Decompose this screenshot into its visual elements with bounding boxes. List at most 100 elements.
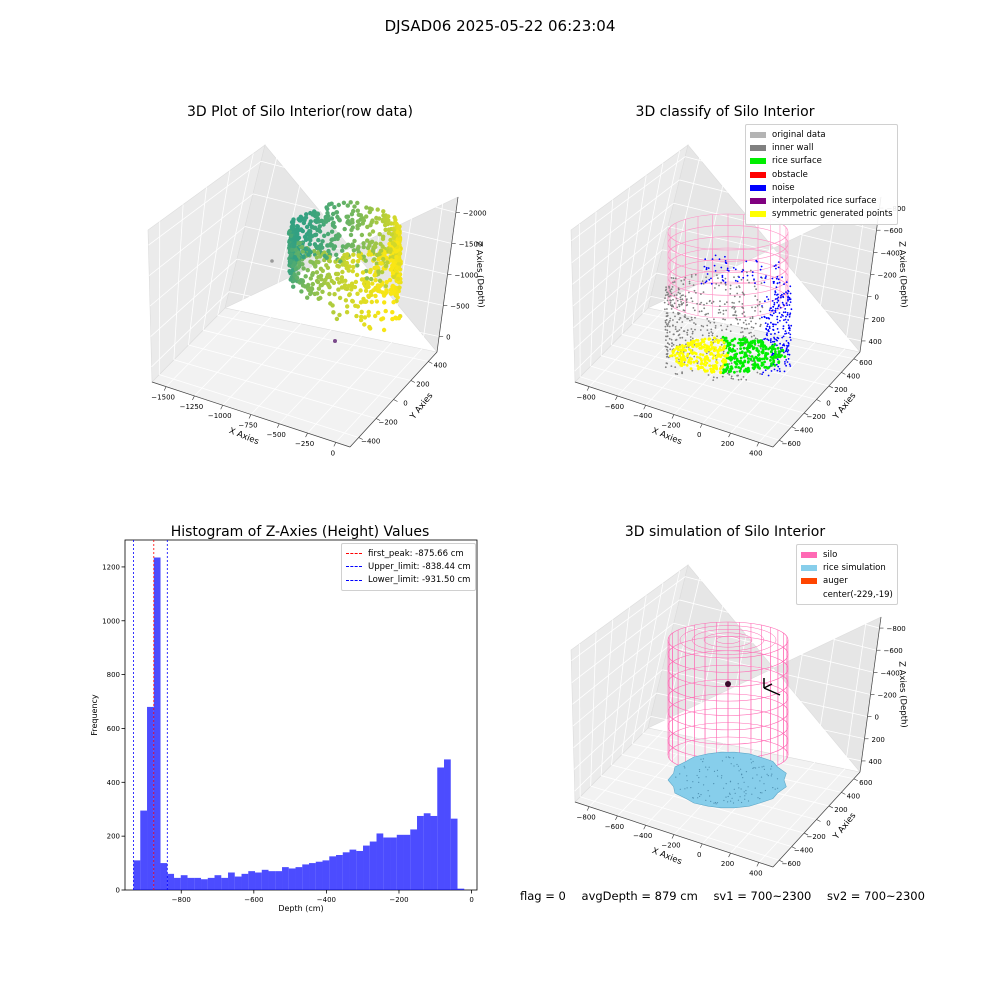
raw-data-point <box>353 303 358 308</box>
raw-data-point <box>366 309 371 315</box>
sim-rice-point <box>703 784 705 786</box>
raw-data-point <box>337 312 342 318</box>
sim-rice-point <box>729 781 732 783</box>
classify-wall-point <box>762 371 765 374</box>
classify-wall-point <box>787 332 790 334</box>
sim-rice-point <box>738 787 740 789</box>
classify-wall-point <box>776 358 779 361</box>
sim-rice-point <box>745 771 748 773</box>
classify-y-tick-label: −400 <box>794 427 813 435</box>
classify-wall-point <box>682 294 684 297</box>
sim-rice-point <box>730 763 732 765</box>
classify-wall-point <box>682 283 685 286</box>
sim-rice-point <box>727 795 729 798</box>
raw-data-point <box>368 252 374 257</box>
raw-data-point <box>374 261 379 266</box>
classify-wall-point <box>745 379 748 381</box>
sim-rice-point <box>771 773 773 775</box>
classify-wall-point <box>678 329 681 331</box>
sim-y-tick <box>841 792 846 795</box>
raw-data-point <box>351 248 357 253</box>
legend-label: rice simulation <box>823 562 886 573</box>
raw-data-point <box>351 264 356 270</box>
raw-data-point <box>308 291 313 297</box>
raw-data-point <box>312 249 317 254</box>
classify-wall-point <box>782 344 784 347</box>
classify-wall-point <box>666 324 669 327</box>
classify-wall-point <box>714 287 716 289</box>
classify-wall-point <box>771 300 774 302</box>
classify-wall-point <box>785 315 787 318</box>
classify-wall-point <box>690 274 693 276</box>
classify-wall-point <box>663 301 666 304</box>
classify-wall-point <box>710 331 713 333</box>
histogram-legend-item: first_peak: -875.66 cm <box>346 547 471 560</box>
classify-wall-point <box>764 277 767 279</box>
sim-rice-point <box>745 789 747 792</box>
classify-legend-item: interpolated rice surface <box>750 194 893 207</box>
classify-wall-point <box>725 328 728 331</box>
raw-y-tick-label: 200 <box>416 381 429 389</box>
raw-data-point <box>336 232 341 237</box>
classify-wall-point <box>786 312 789 314</box>
classify-wall-point <box>785 349 788 352</box>
raw-data-point <box>377 278 383 283</box>
classify-wall-point <box>788 304 791 306</box>
classify-wall-point <box>773 303 776 306</box>
classify-wall-point <box>678 303 680 306</box>
legend-label: center(-229,-19) <box>823 589 893 600</box>
classify-wall-point <box>664 328 667 331</box>
sim-rice-point <box>737 799 740 801</box>
classify-wall-point <box>785 332 788 335</box>
raw-data-point <box>330 211 336 217</box>
raw-data-point <box>317 254 323 259</box>
classify-wall-point <box>729 287 732 290</box>
classify-wall-point <box>789 336 791 339</box>
raw-y-axis-line <box>349 351 438 448</box>
classify-wall-point <box>785 291 787 293</box>
classify-wall-point <box>666 342 669 345</box>
legend-label: auger <box>823 576 848 587</box>
classify-wall-point <box>732 378 734 380</box>
classify-wall-point <box>764 322 767 324</box>
classify-wall-point <box>782 295 784 298</box>
classify-wall-point <box>749 269 752 272</box>
classify-wall-point <box>686 298 688 300</box>
classify-wall-point <box>767 374 770 377</box>
classify-wall-point <box>785 281 788 283</box>
classify-wall-point <box>790 324 793 327</box>
raw-data-point <box>315 279 321 285</box>
raw-gridline <box>217 315 429 362</box>
classify-wall-point <box>665 315 668 318</box>
raw-data-point <box>377 252 382 257</box>
raw-data-point <box>362 322 367 327</box>
sim-x-tick-label: 400 <box>749 869 762 877</box>
raw-data-point <box>326 248 331 254</box>
classify-wall-point <box>773 368 776 371</box>
classify-wall-point <box>691 337 694 340</box>
classify-wall-point <box>786 304 788 307</box>
classify-wall-point <box>778 304 780 306</box>
sim-x-tick-label: −800 <box>577 814 596 822</box>
raw-y-tick <box>410 380 416 383</box>
classify-wall-point <box>674 328 677 330</box>
raw-data-point <box>369 239 375 244</box>
classify-x-tick <box>643 405 646 410</box>
classify-wall-point <box>787 298 789 301</box>
raw-gridline <box>150 258 238 337</box>
classify-wall-point <box>719 311 722 314</box>
classify-y-tick <box>828 385 834 389</box>
classify-wall-point <box>708 332 710 335</box>
raw-data-point <box>301 266 306 271</box>
raw-data-point <box>312 225 317 230</box>
classify-wall-point <box>677 312 679 314</box>
classify-wall-point <box>777 331 780 334</box>
classify-wall-point <box>666 299 669 302</box>
legend-label: noise <box>772 182 795 193</box>
classify-z-tick-label: −200 <box>878 272 897 280</box>
raw-data-point <box>358 300 364 305</box>
legend-label: interpolated rice surface <box>772 196 877 207</box>
classify-wall-point <box>725 309 727 312</box>
classify-wall-point <box>748 354 751 357</box>
raw-data-point <box>381 253 387 258</box>
